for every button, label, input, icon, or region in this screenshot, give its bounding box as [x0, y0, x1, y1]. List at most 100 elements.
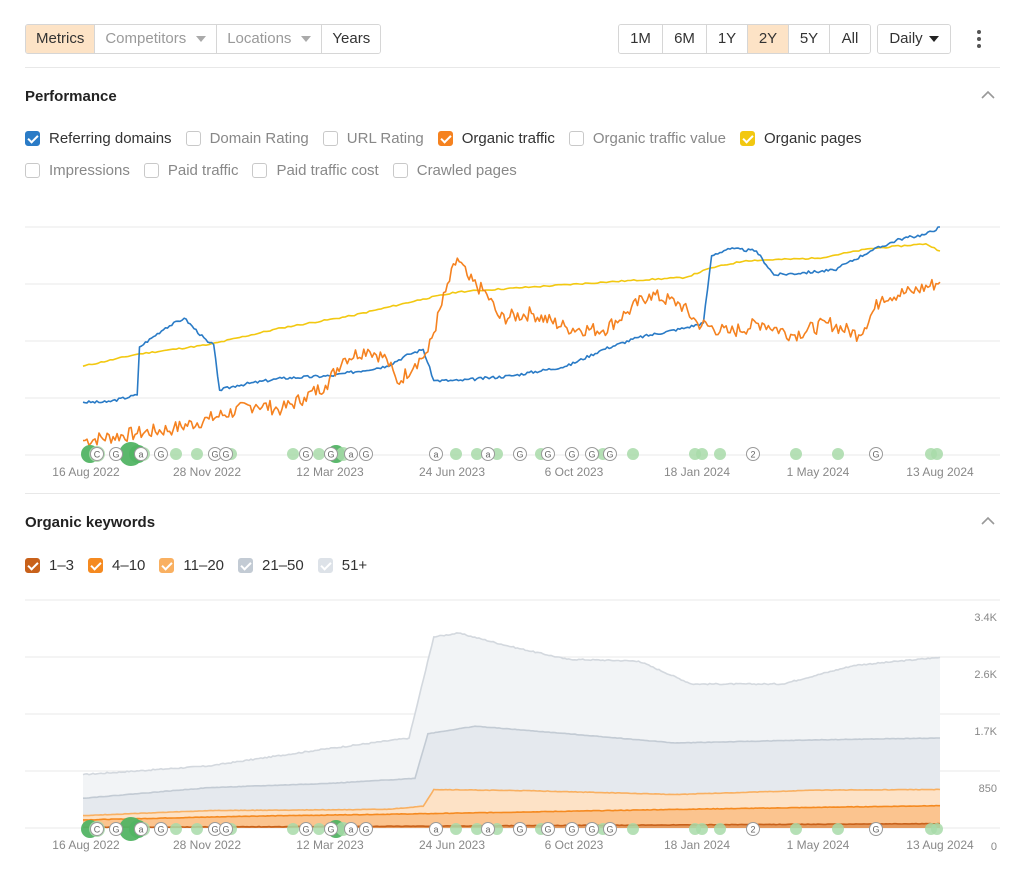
annotation-dot[interactable] — [931, 823, 943, 835]
annotation-marker-icon[interactable]: G — [869, 447, 883, 461]
annotation-dot[interactable] — [170, 448, 182, 460]
metric-paid-traffic[interactable]: Paid traffic — [143, 162, 238, 179]
range-1m-button[interactable]: 1M — [619, 25, 663, 53]
annotation-marker-icon[interactable]: a — [429, 447, 443, 461]
interval-button[interactable]: Daily — [878, 25, 950, 53]
annotation-dot[interactable] — [287, 448, 299, 460]
annotation-dot[interactable] — [313, 823, 325, 835]
annotation-marker-icon[interactable]: G — [219, 447, 233, 461]
series-line-organic-traffic[interactable] — [82, 257, 941, 447]
annotation-marker-icon[interactable]: G — [541, 447, 555, 461]
area-line-2[interactable] — [83, 804, 940, 821]
metric-organic-pages[interactable]: Organic pages — [739, 130, 862, 147]
annotation-dot[interactable] — [832, 448, 844, 460]
annotation-marker-icon[interactable]: G — [154, 447, 168, 461]
metric-crawled-pages[interactable]: Crawled pages — [392, 162, 517, 179]
annotation-marker-icon[interactable]: G — [565, 447, 579, 461]
annotation-marker-icon[interactable]: G — [299, 447, 313, 461]
annotation-dot[interactable] — [191, 448, 203, 460]
series-line-organic-pages[interactable] — [82, 243, 941, 367]
annotation-dot[interactable] — [191, 823, 203, 835]
annotation-marker-icon[interactable]: G — [513, 822, 527, 836]
annotation-dot[interactable] — [931, 448, 943, 460]
tab-years[interactable]: Years — [322, 25, 381, 53]
annotation-marker-icon[interactable]: G — [869, 822, 883, 836]
annotation-dot[interactable] — [627, 448, 639, 460]
annotation-marker-icon[interactable]: G — [324, 447, 338, 461]
metric-organic-traffic[interactable]: Organic traffic — [437, 130, 555, 147]
series-line-referring-domains[interactable] — [82, 226, 940, 404]
annotation-marker-icon[interactable]: G — [324, 822, 338, 836]
tab-competitors[interactable]: Competitors — [95, 25, 218, 53]
range-6m-button[interactable]: 6M — [663, 25, 707, 53]
annotation-dot[interactable] — [450, 823, 462, 835]
range-all-button[interactable]: All — [830, 25, 870, 53]
annotation-dot[interactable] — [832, 823, 844, 835]
annotation-dot[interactable] — [287, 823, 299, 835]
annotation-marker-icon[interactable]: G — [603, 822, 617, 836]
annotation-marker-icon[interactable]: G — [603, 447, 617, 461]
annotation-dot[interactable] — [450, 448, 462, 460]
annotation-marker-icon[interactable]: a — [134, 447, 148, 461]
annotation-marker-icon[interactable]: G — [359, 447, 373, 461]
annotation-marker-icon[interactable]: G — [585, 447, 599, 461]
annotation-marker-icon[interactable]: 2 — [746, 447, 760, 461]
interval-dropdown[interactable]: Daily — [877, 24, 951, 54]
annotation-dot[interactable] — [471, 823, 483, 835]
annotation-marker-icon[interactable]: a — [481, 822, 495, 836]
annotation-marker-icon[interactable]: G — [154, 822, 168, 836]
range-1-3[interactable]: 1–3 — [25, 557, 74, 574]
metric-organic-traffic-value[interactable]: Organic traffic value — [568, 130, 726, 147]
area-line-5[interactable] — [82, 632, 941, 776]
tab-metrics[interactable]: Metrics — [26, 25, 96, 53]
annotation-dot[interactable] — [313, 448, 325, 460]
annotation-marker-icon[interactable]: a — [429, 822, 443, 836]
area-line-3[interactable] — [83, 788, 941, 817]
annotation-dot[interactable] — [790, 823, 802, 835]
metric-domain-rating[interactable]: Domain Rating — [185, 130, 309, 147]
range-1y-button[interactable]: 1Y — [707, 25, 748, 53]
range-21-50[interactable]: 21–50 — [238, 557, 304, 574]
metric-impressions[interactable]: Impressions — [25, 162, 130, 179]
annotation-marker-icon[interactable]: a — [481, 447, 495, 461]
range-2y-button[interactable]: 2Y — [748, 25, 789, 53]
annotation-marker-icon[interactable]: a — [134, 822, 148, 836]
metric-paid-traffic-cost[interactable]: Paid traffic cost — [252, 162, 379, 179]
annotation-marker-icon[interactable]: G — [219, 822, 233, 836]
annotation-dot[interactable] — [696, 823, 708, 835]
chevron-up-icon[interactable] — [981, 90, 995, 100]
range-11-20[interactable]: 11–20 — [159, 557, 224, 574]
annotation-marker-icon[interactable]: C — [90, 822, 104, 836]
annotation-marker-icon[interactable]: C — [90, 447, 104, 461]
annotation-dot[interactable] — [714, 448, 726, 460]
annotation-marker-icon[interactable]: a — [344, 447, 358, 461]
annotation-marker-icon[interactable]: G — [359, 822, 373, 836]
annotation-marker-icon[interactable]: G — [299, 822, 313, 836]
annotation-marker-icon[interactable]: G — [109, 447, 123, 461]
tab-locations[interactable]: Locations — [217, 25, 323, 53]
annotation-marker-icon[interactable]: G — [565, 822, 579, 836]
chevron-up-icon[interactable] — [981, 516, 995, 526]
annotation-marker-icon[interactable]: G — [513, 447, 527, 461]
range-5y-button[interactable]: 5Y — [789, 25, 830, 53]
annotation-dot[interactable] — [471, 448, 483, 460]
range-4-10[interactable]: 4–10 — [88, 557, 145, 574]
more-vertical-icon[interactable] — [976, 30, 982, 48]
metric-referring-domains[interactable]: Referring domains — [25, 130, 172, 147]
annotation-dot[interactable] — [790, 448, 802, 460]
annotation-dot[interactable] — [627, 823, 639, 835]
annotation-dot[interactable] — [696, 448, 708, 460]
annotation-dot[interactable] — [170, 823, 182, 835]
annotation-marker-icon[interactable]: 2 — [746, 822, 760, 836]
annotation-marker-icon[interactable]: a — [344, 822, 358, 836]
range-51-plus[interactable]: 51+ — [317, 557, 367, 574]
annotation-dot[interactable] — [714, 823, 726, 835]
annotation-marker-icon[interactable]: G — [541, 822, 555, 836]
annotation-marker-icon[interactable]: G — [585, 822, 599, 836]
area-line-4[interactable] — [83, 725, 940, 799]
metric-url-rating[interactable]: URL Rating — [322, 130, 424, 147]
svg-text:G: G — [362, 450, 369, 460]
annotation-marker-icon[interactable]: G — [109, 822, 123, 836]
